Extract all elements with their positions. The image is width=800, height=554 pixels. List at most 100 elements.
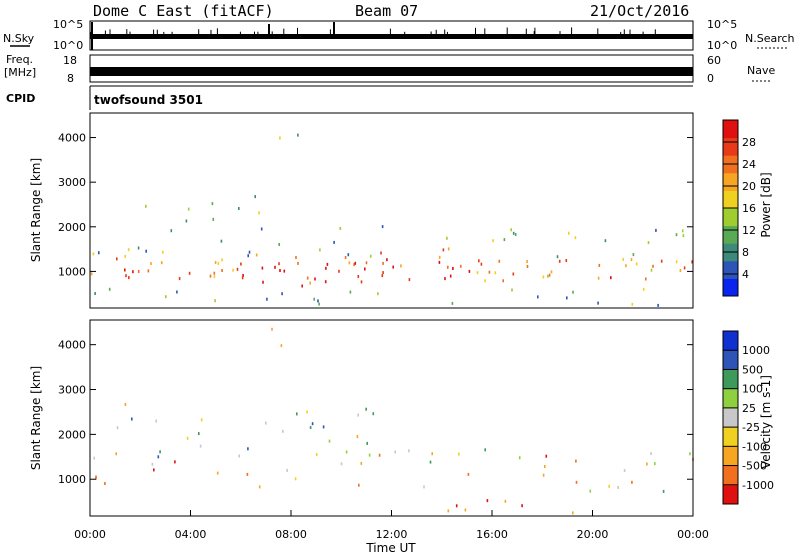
range-cell	[378, 453, 381, 457]
range-cell	[174, 460, 176, 464]
x-tick-label: 00:00	[74, 528, 106, 541]
range-cell	[294, 477, 297, 481]
beam-title: Beam 07	[355, 2, 418, 20]
y-tick-label: 2000	[58, 428, 86, 441]
range-cell	[572, 511, 574, 515]
range-cell	[572, 290, 574, 294]
nsky-spike	[435, 29, 437, 34]
nsky-spike	[620, 31, 622, 34]
range-cell	[220, 239, 223, 243]
range-cell	[449, 274, 452, 278]
colorbar-tick-label: 1000	[742, 344, 770, 357]
range-cell	[297, 133, 299, 137]
range-cell	[372, 412, 375, 416]
power-colorbar: 4 8 12 16 20 24 28	[722, 119, 756, 297]
range-cell	[547, 274, 549, 278]
range-cell	[145, 249, 147, 253]
range-cell	[247, 447, 249, 451]
range-cell	[258, 211, 260, 215]
range-cell	[217, 261, 220, 265]
range-cell	[260, 227, 263, 231]
range-cell	[232, 268, 234, 272]
range-cell	[349, 290, 352, 294]
nsky-spike	[90, 31, 92, 34]
range-cell	[116, 257, 118, 261]
range-cell	[214, 261, 217, 264]
range-cell	[366, 441, 368, 445]
nsky-spike	[156, 29, 158, 34]
range-cell	[423, 485, 425, 489]
range-cell	[488, 270, 491, 274]
power-ylabel: Slant Range [km]	[29, 158, 43, 262]
range-cell	[236, 267, 239, 271]
range-cell	[438, 260, 441, 264]
colorbar-tick-label: 500	[742, 363, 763, 376]
range-cell	[365, 407, 367, 411]
freq-label: Freq.	[6, 53, 33, 66]
nsky-spike	[559, 31, 561, 34]
range-cell	[213, 271, 216, 275]
range-cell	[324, 280, 327, 284]
range-cell	[198, 432, 200, 436]
range-cell	[382, 261, 384, 265]
nave-tick-bottom: 0	[707, 72, 714, 85]
x-axis-label: Time UT	[365, 541, 416, 554]
range-cell	[317, 299, 319, 303]
colorbar-tick-label: 16	[742, 202, 756, 215]
freq-tick-bottom: 8	[67, 72, 74, 85]
range-cell	[274, 265, 276, 269]
nsky-spike	[210, 29, 212, 34]
range-cell	[95, 476, 97, 480]
power-cells	[90, 133, 693, 307]
range-cell	[548, 273, 551, 277]
nsky-spike	[404, 31, 406, 34]
range-cell	[127, 248, 130, 252]
range-cell	[604, 239, 607, 243]
range-cell	[309, 426, 312, 429]
range-cell	[447, 247, 450, 251]
colorbar-swatch	[723, 484, 738, 505]
range-cell	[313, 297, 315, 301]
range-cell	[447, 509, 450, 513]
range-cell	[165, 295, 167, 299]
freq-panel: Freq. [MHz] 18 8 Nave 60 0	[4, 53, 775, 85]
power-y-axis: 1000 2000 3000 4000	[58, 132, 693, 278]
colorbar-swatch	[723, 369, 738, 390]
range-cell	[357, 275, 360, 278]
freq-unit: [MHz]	[4, 66, 36, 79]
nsky-spike	[126, 29, 128, 34]
nave-tick-top: 60	[707, 54, 721, 67]
range-cell	[654, 462, 656, 466]
range-cell	[93, 456, 95, 460]
range-cell	[642, 287, 645, 291]
range-cell	[556, 255, 559, 259]
nsky-spike	[153, 29, 155, 34]
nsky-spike	[171, 31, 173, 34]
range-cell	[625, 264, 627, 268]
nsky-spike	[329, 29, 331, 34]
colorbar-tick-label: -100	[742, 440, 767, 453]
range-cell	[216, 471, 219, 475]
nsky-spike	[597, 28, 599, 34]
nsky-spike	[104, 30, 106, 34]
range-cell	[566, 296, 568, 300]
colorbar-swatch	[723, 331, 738, 351]
nsearch-tick-top: 10^5	[707, 18, 737, 31]
colorbar-tick-label: -1000	[742, 479, 774, 492]
colorbar-tick-label: 8	[742, 246, 749, 259]
range-cell	[635, 262, 638, 266]
range-cell	[94, 292, 96, 295]
velocity-colorbar: -1000 -500 -100 -25 25 100 500 1000	[722, 330, 774, 505]
colorbar-swatch	[723, 465, 738, 486]
range-cell	[597, 276, 600, 280]
range-cell	[115, 452, 117, 456]
nsky-spike	[623, 29, 625, 34]
range-cell	[597, 301, 599, 305]
range-cell	[377, 292, 379, 296]
colorbar-swatch	[723, 225, 738, 244]
range-cell	[278, 243, 280, 246]
velocity-x-axis: 00:00 04:00 08:00 12:00 16:00 20:00 00:00	[74, 510, 709, 541]
nsky-spikes	[90, 22, 656, 36]
range-cell	[246, 472, 249, 476]
range-cell	[187, 207, 190, 211]
